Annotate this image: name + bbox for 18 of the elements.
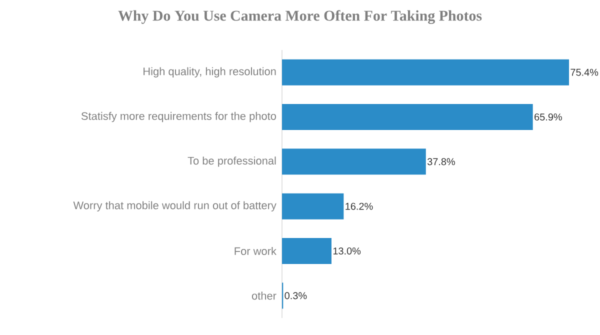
bar: [282, 238, 332, 264]
y-tick-label: other: [252, 292, 276, 300]
y-tick-label: Statisfy more requirements for the photo: [81, 112, 276, 122]
bar: [282, 148, 426, 175]
data-label: 37.8%: [427, 158, 455, 166]
data-label: 16.2%: [346, 202, 373, 210]
bar: [282, 104, 533, 130]
data-label: 75.4%: [570, 68, 598, 76]
y-tick-label: High quality, high resolution: [144, 67, 276, 78]
y-tick-label: To be professional: [188, 156, 276, 167]
y-tick-label: For work: [234, 246, 276, 256]
chart-title: Why Do You Use Camera More Often For Taking Photos: [118, 10, 482, 24]
bar: [282, 59, 570, 86]
y-tick-label: Worry that mobile would run out of battery: [73, 201, 276, 212]
bar: [282, 193, 344, 220]
data-label: 65.9%: [534, 113, 562, 121]
data-label: 0.3%: [284, 292, 307, 300]
data-label: 13.0%: [333, 247, 361, 255]
